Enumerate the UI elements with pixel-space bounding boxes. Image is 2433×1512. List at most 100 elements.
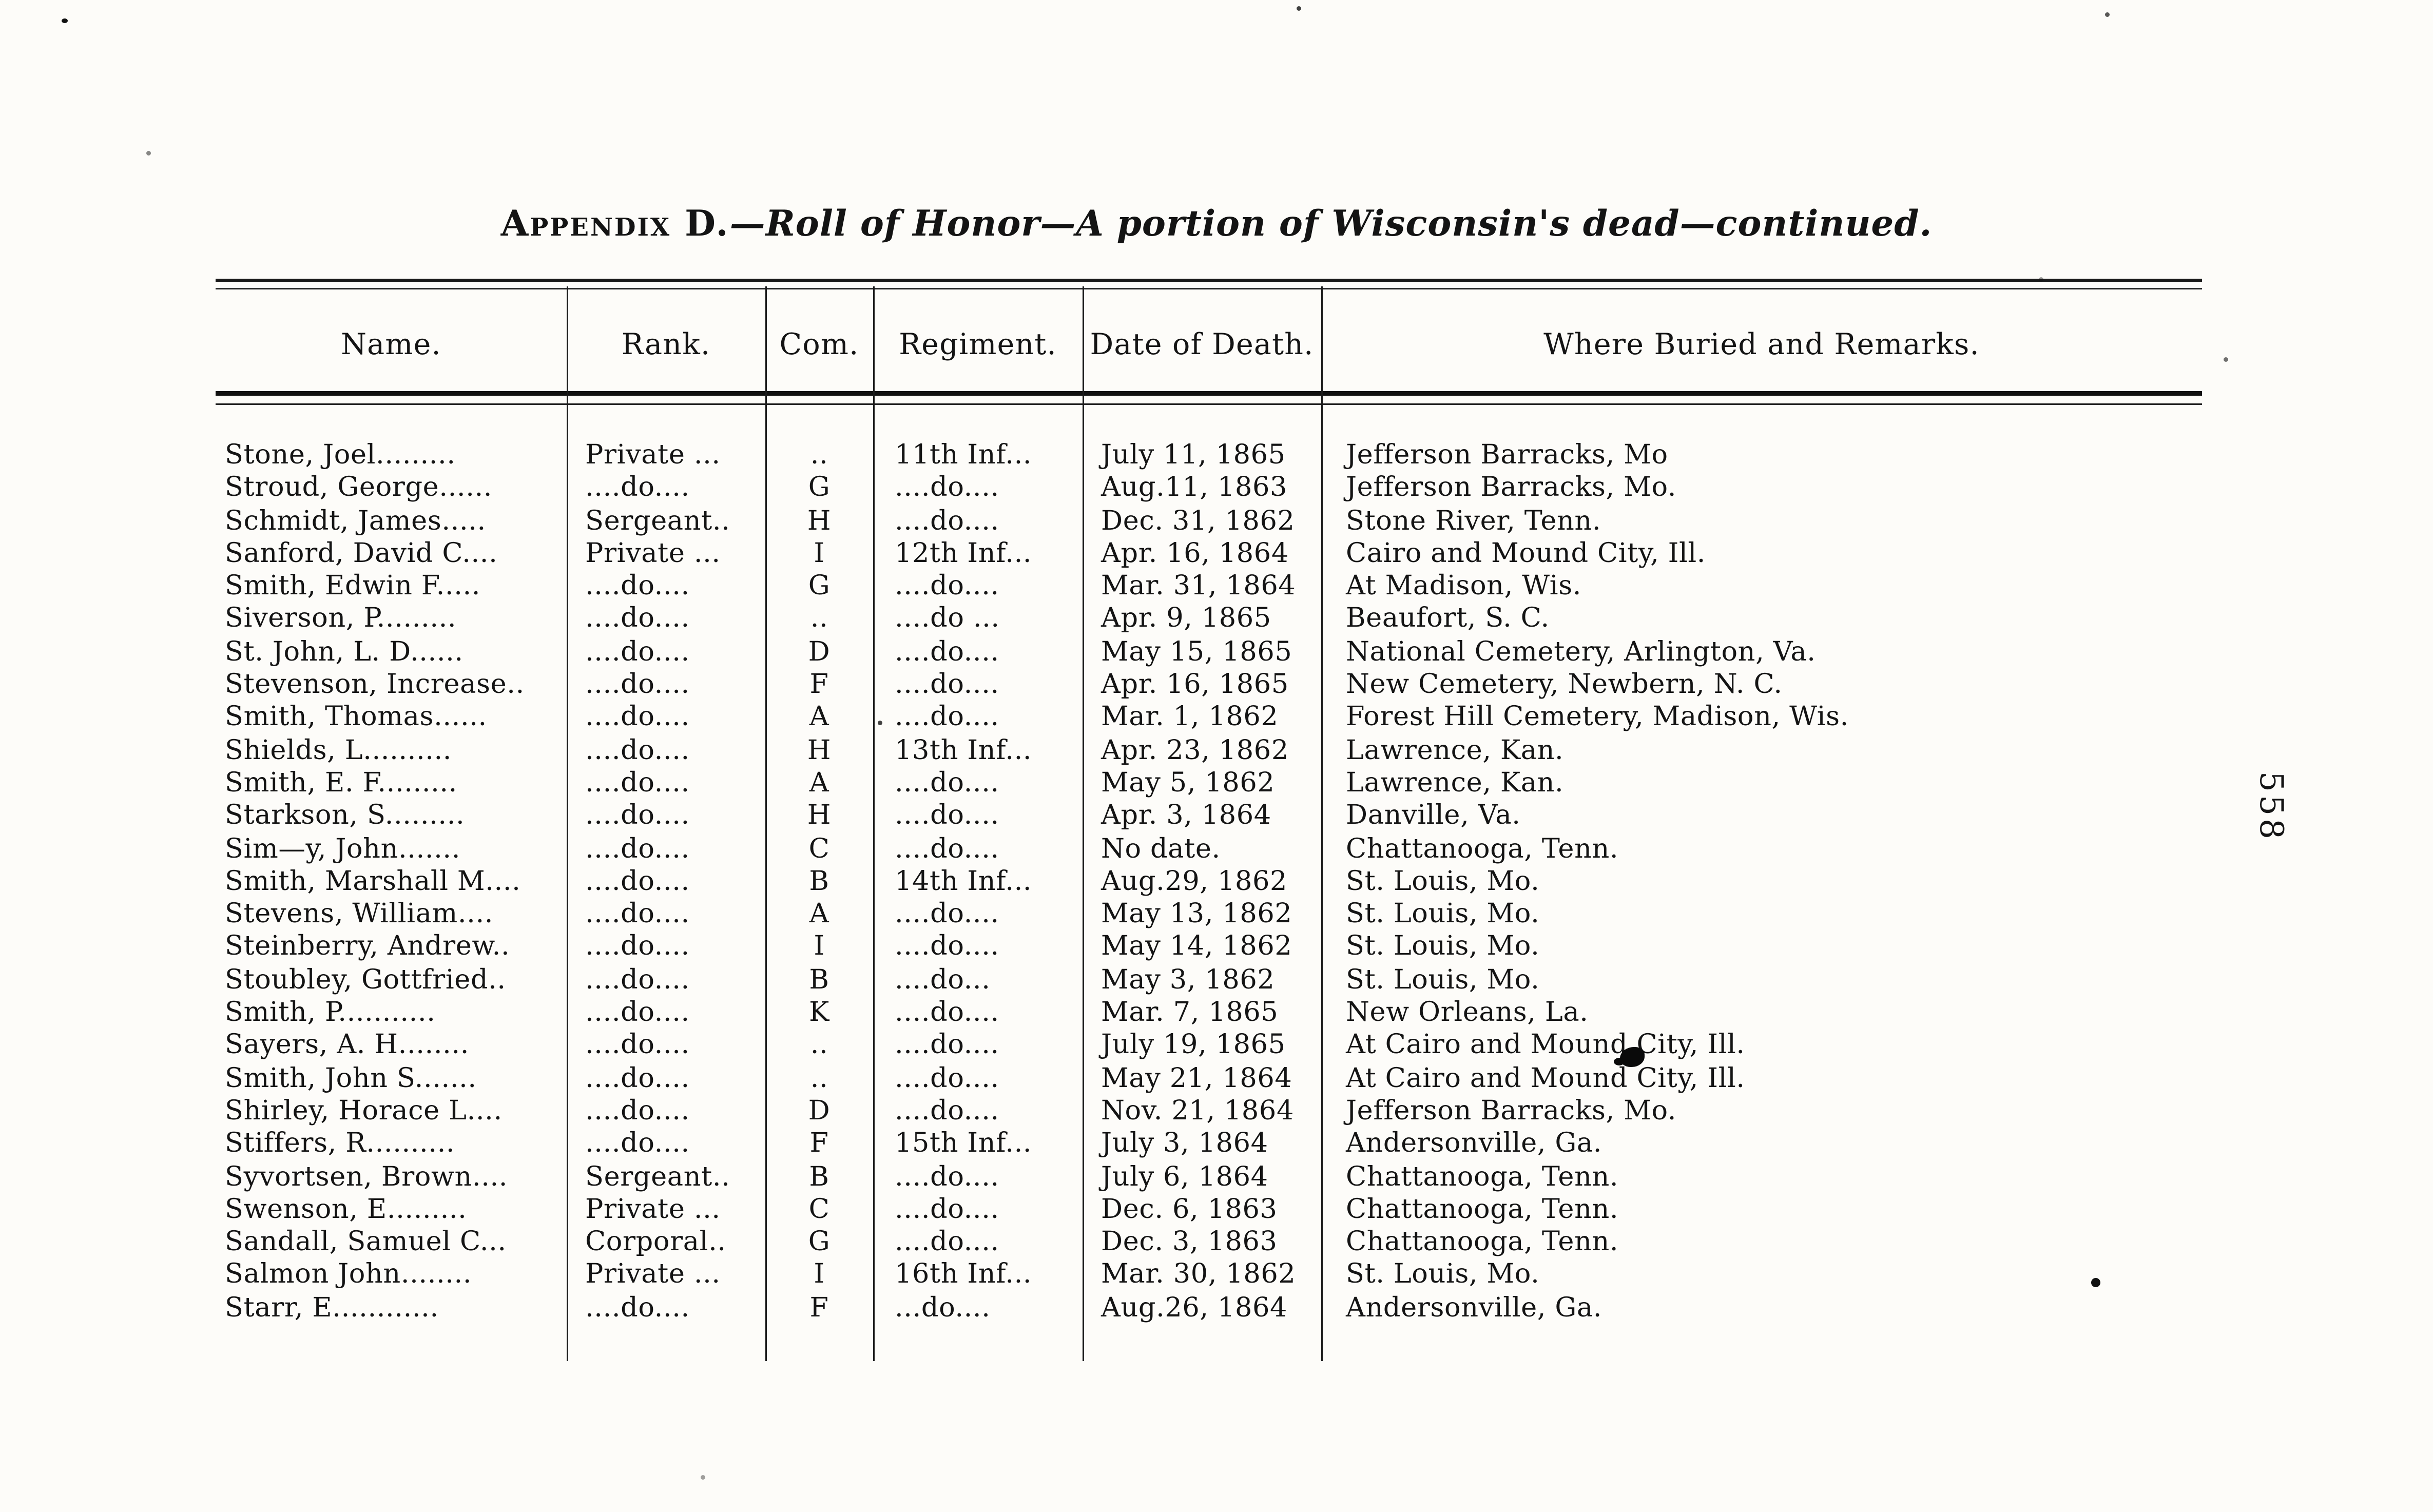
table-row: Schmidt, James..... Sergeant.. H ....do....… <box>216 506 2202 539</box>
column-divider <box>567 286 569 1361</box>
scan-speck <box>146 151 151 156</box>
table-cell: D <box>808 1096 831 1127</box>
table-cell: Sanford, David C.... <box>225 538 498 570</box>
table-cell: Smith, Edwin F..... <box>225 571 481 603</box>
table-cell: Dec. 31, 1862 <box>1101 506 1295 537</box>
table-row: Smith, Edwin F..... ....do.... G ....do....… <box>216 572 2202 605</box>
table-cell: National Cemetery, Arlington, Va. <box>1346 637 1816 668</box>
table-cell: Andersonville, Ga. <box>1346 1293 1602 1324</box>
table-cell: G <box>808 473 831 504</box>
ink-blot <box>1614 1047 1645 1067</box>
table-cell: May 3, 1862 <box>1101 965 1275 996</box>
table-cell: ....do.... <box>585 866 690 898</box>
table-cell: ....do.... <box>895 1063 999 1094</box>
table-cell: Jefferson Barracks, Mo. <box>1346 1096 1677 1127</box>
table-cell: A <box>809 768 829 799</box>
table-cell: St. Louis, Mo. <box>1346 1260 1540 1291</box>
col-header-where-buried: Where Buried and Remarks. <box>1543 328 1980 362</box>
table-row: Stroud, George...... ....do.... G ....do...… <box>216 473 2202 506</box>
table-row: Starkson, S......... ....do.... H ....do...… <box>216 801 2202 834</box>
table-cell: Forest Hill Cemetery, Madison, Wis. <box>1346 703 1849 734</box>
table-row: Smith, E. F......... ....do.... A ....do...… <box>216 768 2202 801</box>
table-cell: May 13, 1862 <box>1101 899 1292 931</box>
table-cell: Apr. 16, 1865 <box>1101 670 1289 701</box>
table-cell: ....do.... <box>895 473 999 504</box>
table-cell: ....do.... <box>895 1227 999 1258</box>
table-row: Shields, L.......... ....do.... H 13th Inf.… <box>216 735 2202 768</box>
table-cell: ....do ... <box>895 604 1000 635</box>
table-cell: Dec. 6, 1863 <box>1101 1194 1278 1226</box>
table-cell: 15th Inf... <box>895 1129 1032 1160</box>
table-row: Sim—y, John....... ....do.... C ....do.... N… <box>216 834 2202 867</box>
table-cell: Lawrence, Kan. <box>1346 768 1564 799</box>
column-divider <box>873 286 876 1361</box>
table-cell: Shields, L.......... <box>225 735 452 767</box>
table-cell: Smith, Marshall M.... <box>225 866 521 898</box>
table-cell: ....do.... <box>895 801 999 832</box>
title-rule <box>216 279 2202 289</box>
table-cell: Shirley, Horace L.... <box>225 1096 503 1127</box>
table-cell: Chattanooga, Tenn. <box>1346 1161 1619 1193</box>
table-cell: ....do.... <box>585 1096 690 1127</box>
table-cell: ....do.... <box>895 1194 999 1226</box>
table-cell: Starr, E............ <box>225 1293 439 1324</box>
table-cell: Stroud, George...... <box>225 473 493 504</box>
table-row: Smith, Thomas...... ....do.... A ....do....… <box>216 703 2202 735</box>
table-cell: Schmidt, James..... <box>225 506 486 537</box>
table-cell: Lawrence, Kan. <box>1346 735 1564 767</box>
table-cell: Cairo and Mound City, Ill. <box>1346 538 1706 570</box>
table-cell: ....do.... <box>895 703 999 734</box>
title-appendix: Appendix D. <box>500 203 730 245</box>
table-row: Stone, Joel......... Private ..... 11th In… <box>216 440 2202 473</box>
col-header-com: Com. <box>779 328 859 362</box>
table-row: Stiffers, R.......... ....do.... F 15th Inf… <box>216 1129 2202 1162</box>
col-header-regiment: Regiment. <box>899 328 1057 362</box>
scan-speck <box>62 18 68 23</box>
table-cell: I <box>814 1260 825 1291</box>
table-cell: Stoubley, Gottfried.. <box>225 965 506 996</box>
table-cell: ....do.... <box>895 998 999 1029</box>
table-cell: Chattanooga, Tenn. <box>1346 1227 1619 1258</box>
table-body: Stone, Joel......... Private ..... 11th In… <box>216 440 2202 1326</box>
table-cell: Sayers, A. H........ <box>225 1031 470 1062</box>
table-cell: ....do.... <box>585 768 690 799</box>
table-row: Stevenson, Increase.. ....do.... F ....do..… <box>216 670 2202 703</box>
table-cell: ....do.... <box>895 899 999 931</box>
table-cell: Jefferson Barracks, Mo. <box>1346 473 1677 504</box>
table-cell: Siverson, P......... <box>225 604 457 635</box>
table-cell: At Cairo and Mound City, Ill. <box>1346 1063 1745 1094</box>
scan-speck <box>2224 357 2228 362</box>
table-cell: St. Louis, Mo. <box>1346 899 1540 931</box>
column-divider <box>765 286 768 1361</box>
table-cell: Sandall, Samuel C... <box>225 1227 507 1258</box>
table-cell: ....do.... <box>585 735 690 767</box>
table-cell: Sergeant.. <box>585 506 730 537</box>
table-cell: Stone, Joel......... <box>225 440 456 471</box>
table-cell: Mar. 1, 1862 <box>1101 703 1279 734</box>
table-cell: D <box>808 637 831 668</box>
table-cell: ....do.... <box>585 571 690 603</box>
table-cell: 14th Inf... <box>895 866 1032 898</box>
scan-speck <box>878 721 882 725</box>
table-cell: At Cairo and Mound City, Ill. <box>1346 1031 1745 1062</box>
table-cell: ....do.... <box>895 506 999 537</box>
table-cell: ....do.... <box>585 1031 690 1062</box>
table-cell: G <box>808 1227 831 1258</box>
table-cell: .. <box>810 1063 828 1094</box>
table-cell: ....do... <box>895 965 991 996</box>
table-cell: Aug.26, 1864 <box>1101 1293 1288 1324</box>
table-row: Swenson, E......... Private ... C ....do...… <box>216 1194 2202 1227</box>
table-cell: B <box>809 866 829 898</box>
table-cell: Sergeant.. <box>585 1161 730 1193</box>
table-cell: Aug.29, 1862 <box>1101 866 1288 898</box>
col-header-date-of-death: Date of Death. <box>1090 328 1314 362</box>
table-cell: ....do.... <box>585 670 690 701</box>
table-cell: ....do.... <box>585 932 690 963</box>
table-cell: G <box>808 571 831 603</box>
table-cell: St. Louis, Mo. <box>1346 866 1540 898</box>
table-cell: July 3, 1864 <box>1101 1129 1268 1160</box>
table-cell: F <box>809 1129 829 1160</box>
table-row: Salmon John........ Private ... I 16th Inf.… <box>216 1260 2202 1293</box>
table-row: Sanford, David C.... Private ... I 12th Inf… <box>216 539 2202 572</box>
scan-speck <box>1297 6 1301 11</box>
